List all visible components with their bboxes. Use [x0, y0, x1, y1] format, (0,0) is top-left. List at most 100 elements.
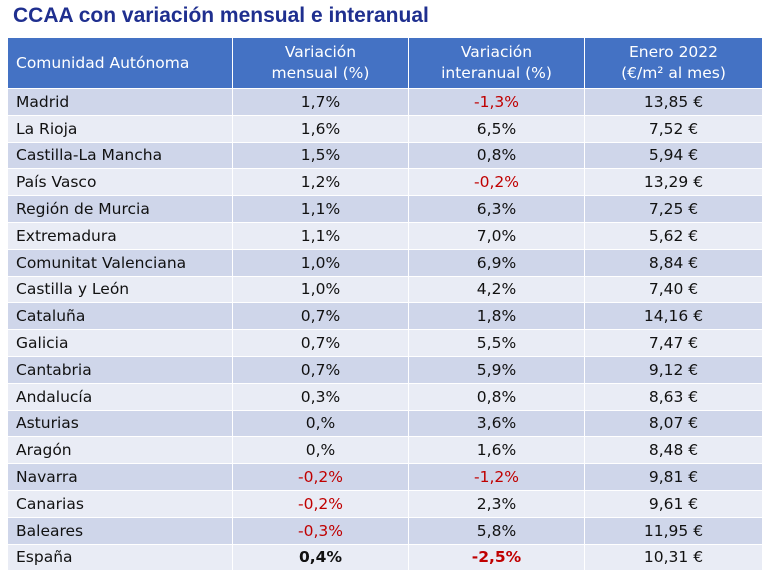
cell-precio: 7,47 € — [584, 329, 763, 357]
cell-comunidad: Aragón — [7, 436, 233, 465]
cell-mensual: -0,2% — [232, 489, 409, 518]
cell-interanual: 1,6% — [408, 436, 585, 465]
table-row: Galicia 0,7% 5,5% 7,47 € — [7, 329, 763, 357]
header-comunidad: Comunidad Autónoma — [7, 37, 233, 89]
cell-interanual: 0,8% — [408, 141, 585, 170]
cell-precio: 7,40 € — [584, 275, 763, 304]
cell-comunidad: Extremadura — [7, 221, 233, 250]
cell-mensual: 0,7% — [232, 355, 409, 384]
cell-mensual: 0,% — [232, 409, 409, 438]
cell-interanual: 3,6% — [408, 409, 585, 438]
page-title: CCAA con variación mensual e interanual — [13, 4, 429, 27]
cell-precio: 8,48 € — [584, 436, 763, 465]
cell-precio: 13,85 € — [584, 88, 763, 116]
cell-precio: 10,31 € — [584, 543, 763, 571]
table-row: Cantabria 0,7% 5,9% 9,12 € — [7, 355, 763, 384]
cell-mensual: 1,2% — [232, 168, 409, 197]
cell-mensual: 1,1% — [232, 195, 409, 223]
table-row: Baleares -0,3% 5,8% 11,95 € — [7, 516, 763, 545]
header-interanual-line2: interanual (%) — [441, 64, 552, 82]
cell-mensual: -0,3% — [232, 516, 409, 545]
table-row: Canarias -0,2% 2,3% 9,61 € — [7, 489, 763, 518]
header-precio: Enero 2022 (€/m² al mes) — [584, 37, 763, 89]
table-row: Aragón 0,% 1,6% 8,48 € — [7, 436, 763, 465]
cell-precio: 13,29 € — [584, 168, 763, 197]
table-header-row: Comunidad Autónoma Variación mensual (%) … — [7, 37, 763, 89]
cell-precio: 8,84 € — [584, 248, 763, 277]
cell-interanual: -0,2% — [408, 168, 585, 197]
cell-mensual: 0,7% — [232, 302, 409, 331]
cell-precio: 14,16 € — [584, 302, 763, 331]
table-row: Región de Murcia 1,1% 6,3% 7,25 € — [7, 195, 763, 223]
cell-precio: 9,12 € — [584, 355, 763, 384]
table-row: Castilla y León 1,0% 4,2% 7,40 € — [7, 275, 763, 304]
table-row: La Rioja 1,6% 6,5% 7,52 € — [7, 114, 763, 143]
cell-precio: 9,61 € — [584, 489, 763, 518]
cell-interanual: 1,8% — [408, 302, 585, 331]
cell-interanual: 6,5% — [408, 114, 585, 143]
table-row: Asturias 0,% 3,6% 8,07 € — [7, 409, 763, 438]
cell-mensual: 1,7% — [232, 88, 409, 116]
cell-precio: 7,52 € — [584, 114, 763, 143]
cell-precio: 5,62 € — [584, 221, 763, 250]
table-row: Madrid 1,7% -1,3% 13,85 € — [7, 88, 763, 116]
cell-interanual: 5,5% — [408, 329, 585, 357]
cell-mensual: 0,4% — [232, 543, 409, 571]
cell-mensual: 1,0% — [232, 248, 409, 277]
cell-comunidad: Galicia — [7, 329, 233, 357]
header-precio-line2: (€/m² al mes) — [621, 64, 726, 82]
table-row: Extremadura 1,1% 7,0% 5,62 € — [7, 221, 763, 250]
cell-mensual: 1,1% — [232, 221, 409, 250]
table-row: Castilla-La Mancha 1,5% 0,8% 5,94 € — [7, 141, 763, 170]
table-row-total: España 0,4% -2,5% 10,31 € — [7, 543, 763, 571]
cell-comunidad: La Rioja — [7, 114, 233, 143]
table-row: País Vasco 1,2% -0,2% 13,29 € — [7, 168, 763, 197]
header-mensual-line1: Variación — [284, 43, 357, 61]
cell-comunidad: Canarias — [7, 489, 233, 518]
cell-comunidad: Castilla-La Mancha — [7, 141, 233, 170]
cell-precio: 5,94 € — [584, 141, 763, 170]
cell-interanual: -1,2% — [408, 463, 585, 491]
cell-precio: 8,63 € — [584, 382, 763, 411]
cell-mensual: 0,3% — [232, 382, 409, 411]
cell-comunidad: País Vasco — [7, 168, 233, 197]
cell-comunidad: Asturias — [7, 409, 233, 438]
data-table: Comunidad Autónoma Variación mensual (%) … — [7, 37, 763, 571]
cell-interanual: 4,2% — [408, 275, 585, 304]
cell-precio: 9,81 € — [584, 463, 763, 491]
cell-interanual: 5,9% — [408, 355, 585, 384]
header-interanual: Variación interanual (%) — [408, 37, 585, 89]
cell-interanual: -2,5% — [408, 543, 585, 571]
cell-mensual: -0,2% — [232, 463, 409, 491]
cell-comunidad: España — [7, 543, 233, 571]
cell-interanual: -1,3% — [408, 88, 585, 116]
cell-interanual: 7,0% — [408, 221, 585, 250]
cell-comunidad: Región de Murcia — [7, 195, 233, 223]
cell-comunidad: Navarra — [7, 463, 233, 491]
cell-comunidad: Madrid — [7, 88, 233, 116]
table-row: Cataluña 0,7% 1,8% 14,16 € — [7, 302, 763, 331]
cell-interanual: 2,3% — [408, 489, 585, 518]
cell-interanual: 6,3% — [408, 195, 585, 223]
cell-mensual: 0,7% — [232, 329, 409, 357]
cell-interanual: 5,8% — [408, 516, 585, 545]
cell-precio: 11,95 € — [584, 516, 763, 545]
cell-mensual: 0,% — [232, 436, 409, 465]
cell-interanual: 6,9% — [408, 248, 585, 277]
cell-interanual: 0,8% — [408, 382, 585, 411]
cell-comunidad: Castilla y León — [7, 275, 233, 304]
table-row: Andalucía 0,3% 0,8% 8,63 € — [7, 382, 763, 411]
header-precio-line1: Enero 2022 — [628, 43, 719, 61]
header-mensual: Variación mensual (%) — [232, 37, 409, 89]
cell-comunidad: Andalucía — [7, 382, 233, 411]
cell-precio: 8,07 € — [584, 409, 763, 438]
cell-mensual: 1,6% — [232, 114, 409, 143]
cell-comunidad: Cantabria — [7, 355, 233, 384]
table-row: Comunitat Valenciana 1,0% 6,9% 8,84 € — [7, 248, 763, 277]
cell-precio: 7,25 € — [584, 195, 763, 223]
header-mensual-line2: mensual (%) — [271, 64, 370, 82]
header-interanual-line1: Variación — [460, 43, 533, 61]
cell-comunidad: Baleares — [7, 516, 233, 545]
cell-mensual: 1,0% — [232, 275, 409, 304]
cell-comunidad: Comunitat Valenciana — [7, 248, 233, 277]
